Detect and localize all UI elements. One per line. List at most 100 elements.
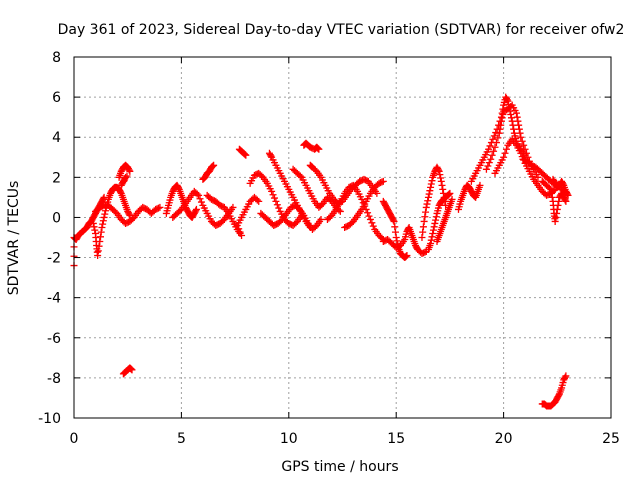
data-point-marker xyxy=(564,191,572,199)
data-point-marker xyxy=(240,150,248,158)
data-point-marker xyxy=(429,229,437,237)
data-point-marker xyxy=(195,191,203,199)
data-point-marker xyxy=(563,190,571,198)
data-point-marker xyxy=(485,159,493,167)
data-point-marker xyxy=(121,175,129,183)
data-point-marker xyxy=(517,133,525,141)
data-point-marker xyxy=(489,135,497,143)
data-point-marker xyxy=(424,197,432,205)
data-point-marker xyxy=(504,97,512,105)
data-point-marker xyxy=(499,110,507,118)
data-point-marker xyxy=(127,365,135,373)
data-point-marker xyxy=(518,137,526,145)
series-arc-1.5 xyxy=(91,201,164,227)
data-point-marker xyxy=(242,151,250,159)
data-point-marker xyxy=(128,366,136,374)
data-point-marker xyxy=(98,223,106,231)
data-point-marker xyxy=(486,142,494,150)
data-point-marker xyxy=(389,216,397,224)
data-point-marker xyxy=(561,373,569,381)
y-tick-label: -6 xyxy=(47,331,61,347)
data-point-marker xyxy=(513,113,521,121)
series-arc-22 xyxy=(538,177,570,225)
series-arc-10 xyxy=(257,201,325,233)
data-point-marker xyxy=(391,223,399,231)
data-point-marker xyxy=(503,96,511,104)
plot-frame xyxy=(73,56,612,419)
y-axis-label: SDTVAR / TECUs xyxy=(6,181,22,296)
x-tick-label: 0 xyxy=(70,431,79,447)
data-point-marker xyxy=(439,185,447,193)
data-point-marker xyxy=(419,228,427,236)
data-point-marker xyxy=(428,233,436,241)
series-arc-12.5 xyxy=(323,181,387,244)
data-point-marker xyxy=(196,195,204,203)
data-point-marker xyxy=(96,233,104,241)
data-point-marker xyxy=(427,236,435,244)
data-point-marker xyxy=(235,225,243,233)
data-point-marker xyxy=(520,141,528,149)
data-point-marker xyxy=(275,204,283,212)
data-point-marker xyxy=(364,209,372,217)
data-point-marker xyxy=(446,189,454,197)
data-point-marker xyxy=(562,197,570,205)
y-tick-label: -10 xyxy=(38,411,61,427)
data-point-marker xyxy=(521,145,529,153)
series-arc-10.8-top xyxy=(300,139,323,153)
data-point-marker xyxy=(99,220,107,228)
data-point-marker xyxy=(192,207,200,215)
series-arc-peak-2 xyxy=(115,161,134,189)
series-arc-16.8 xyxy=(424,189,454,254)
data-point-marker xyxy=(379,177,387,185)
data-point-marker xyxy=(421,248,429,256)
data-point-marker xyxy=(269,191,277,199)
data-point-marker xyxy=(553,205,561,213)
x-axis-label: GPS time / hours xyxy=(281,459,398,475)
data-point-marker xyxy=(175,184,183,192)
data-point-marker xyxy=(501,149,509,157)
data-point-marker xyxy=(210,161,218,169)
data-point-marker xyxy=(99,195,107,203)
data-point-marker xyxy=(500,153,508,161)
series-arc-18 xyxy=(454,181,484,213)
data-point-marker xyxy=(365,212,373,220)
data-point-marker xyxy=(241,151,249,159)
data-point-marker xyxy=(197,198,205,206)
data-point-marker xyxy=(432,216,440,224)
data-point-marker xyxy=(100,213,108,221)
y-tick-labels: -10 -8 -6 -4 -2 0 2 4 6 8 xyxy=(38,50,61,427)
data-point-marker xyxy=(430,223,438,231)
data-point-marker xyxy=(272,197,280,205)
data-point-marker xyxy=(315,145,323,153)
data-point-marker xyxy=(94,252,102,260)
series-arc-13 xyxy=(341,177,387,231)
x-tick-label: 20 xyxy=(495,431,513,447)
data-point-marker xyxy=(208,163,216,171)
data-point-marker xyxy=(444,191,452,199)
data-point-marker xyxy=(548,189,556,197)
data-point-marker xyxy=(97,228,105,236)
data-point-marker xyxy=(512,109,520,117)
data-point-marker xyxy=(548,193,556,201)
data-point-marker xyxy=(498,114,506,122)
data-point-marker xyxy=(94,247,102,255)
data-point-marker xyxy=(253,196,261,204)
data-point-marker xyxy=(552,213,560,221)
data-point-marker xyxy=(502,145,510,153)
y-tick-label: -8 xyxy=(47,371,61,387)
data-point-marker xyxy=(515,125,523,133)
data-point-marker xyxy=(445,190,453,198)
data-point-marker xyxy=(495,129,503,137)
data-point-marker xyxy=(402,252,410,260)
data-point-marker xyxy=(390,217,398,225)
data-point-marker xyxy=(424,193,432,201)
series-arc-low-2 xyxy=(119,364,136,378)
x-tick-labels: 0 5 10 15 20 25 xyxy=(70,431,620,447)
data-point-marker xyxy=(193,190,201,198)
data-point-marker xyxy=(432,213,440,221)
data-point-marker xyxy=(425,190,433,198)
data-point-marker xyxy=(555,197,563,205)
data-point-marker xyxy=(373,189,381,197)
y-tick-label: 8 xyxy=(52,50,61,66)
data-point-marker xyxy=(393,237,401,245)
